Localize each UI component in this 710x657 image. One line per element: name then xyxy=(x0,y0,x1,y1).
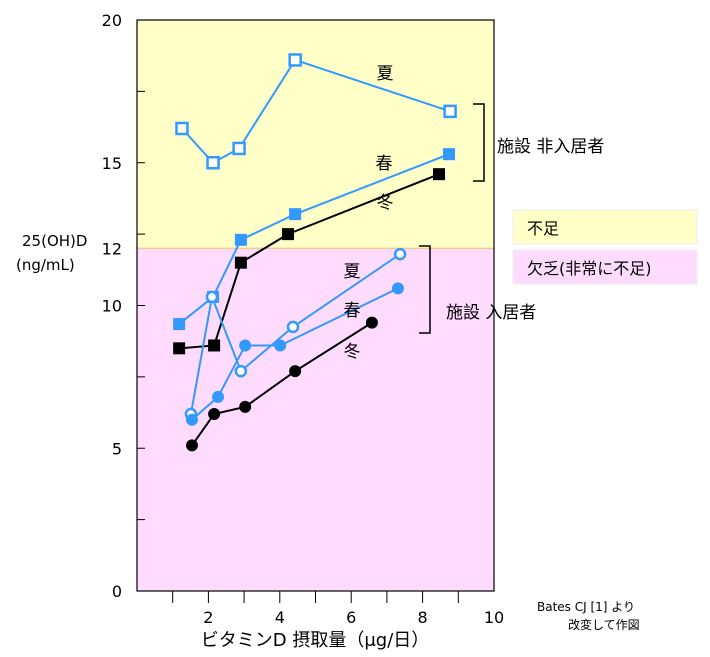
y-tick-label: 10 xyxy=(102,297,122,316)
data-point xyxy=(391,282,404,295)
xlabel: ビタミンD 摂取量（μg/日） xyxy=(201,630,430,651)
label-res-winter: 冬 xyxy=(344,342,361,362)
source-line-1: Bates CJ [1] より xyxy=(537,600,635,614)
y-tick-label: 0 xyxy=(112,582,122,601)
data-point xyxy=(274,339,287,352)
data-point xyxy=(289,208,302,221)
data-point xyxy=(393,247,407,261)
data-point xyxy=(234,256,247,269)
data-point xyxy=(205,290,219,304)
data-point xyxy=(443,104,457,119)
legend-deficient-box xyxy=(512,249,698,285)
data-point xyxy=(365,316,378,329)
legend-deficient: 欠乏(非常に不足) xyxy=(527,259,652,278)
bracket-nonres xyxy=(473,103,485,182)
data-point xyxy=(208,339,221,352)
source-line-2: 改変して作図 xyxy=(568,617,640,632)
data-point xyxy=(173,342,186,355)
y-tick-label: 12 xyxy=(102,239,122,258)
data-point xyxy=(175,121,189,136)
data-point xyxy=(443,148,456,161)
label-nonres-spring: 春 xyxy=(376,154,393,174)
data-point xyxy=(212,390,225,403)
x-tick-label: 6 xyxy=(346,608,356,627)
legend-insufficient-box xyxy=(512,209,698,245)
data-point xyxy=(234,233,247,246)
label-res-summer: 夏 xyxy=(344,262,361,282)
data-point xyxy=(234,364,248,378)
data-point xyxy=(206,156,220,170)
band-0 xyxy=(137,20,494,249)
data-point xyxy=(185,439,198,452)
y-tick-label: 20 xyxy=(102,11,122,30)
bracket-res xyxy=(419,245,431,334)
data-point xyxy=(208,407,221,420)
x-tick-label: 4 xyxy=(275,608,285,627)
data-point xyxy=(433,168,446,181)
data-point xyxy=(185,413,198,426)
group-label-res: 施設 入居者 xyxy=(446,303,536,323)
x-tick-label: 10 xyxy=(484,608,504,627)
group-label-nonres: 施設 非入居者 xyxy=(497,137,604,157)
data-point xyxy=(286,320,300,334)
x-tick-label: 8 xyxy=(418,608,428,627)
ylabel-1: 25(OH)D xyxy=(22,232,87,250)
y-tick-label: 5 xyxy=(112,439,122,458)
legend-insufficient: 不足 xyxy=(527,219,559,238)
label-nonres-summer: 夏 xyxy=(377,64,394,84)
label-res-spring: 春 xyxy=(344,301,361,321)
data-point xyxy=(282,228,295,241)
data-point xyxy=(232,141,246,156)
y-tick-label: 15 xyxy=(102,154,122,173)
x-tick-label: 2 xyxy=(203,608,213,627)
ylabel-2: (ng/mL) xyxy=(16,256,75,274)
data-point xyxy=(239,400,252,413)
data-point xyxy=(239,339,252,352)
data-point xyxy=(173,318,186,331)
data-point xyxy=(288,53,302,67)
data-point xyxy=(289,365,302,378)
label-nonres-winter: 冬 xyxy=(377,193,394,213)
